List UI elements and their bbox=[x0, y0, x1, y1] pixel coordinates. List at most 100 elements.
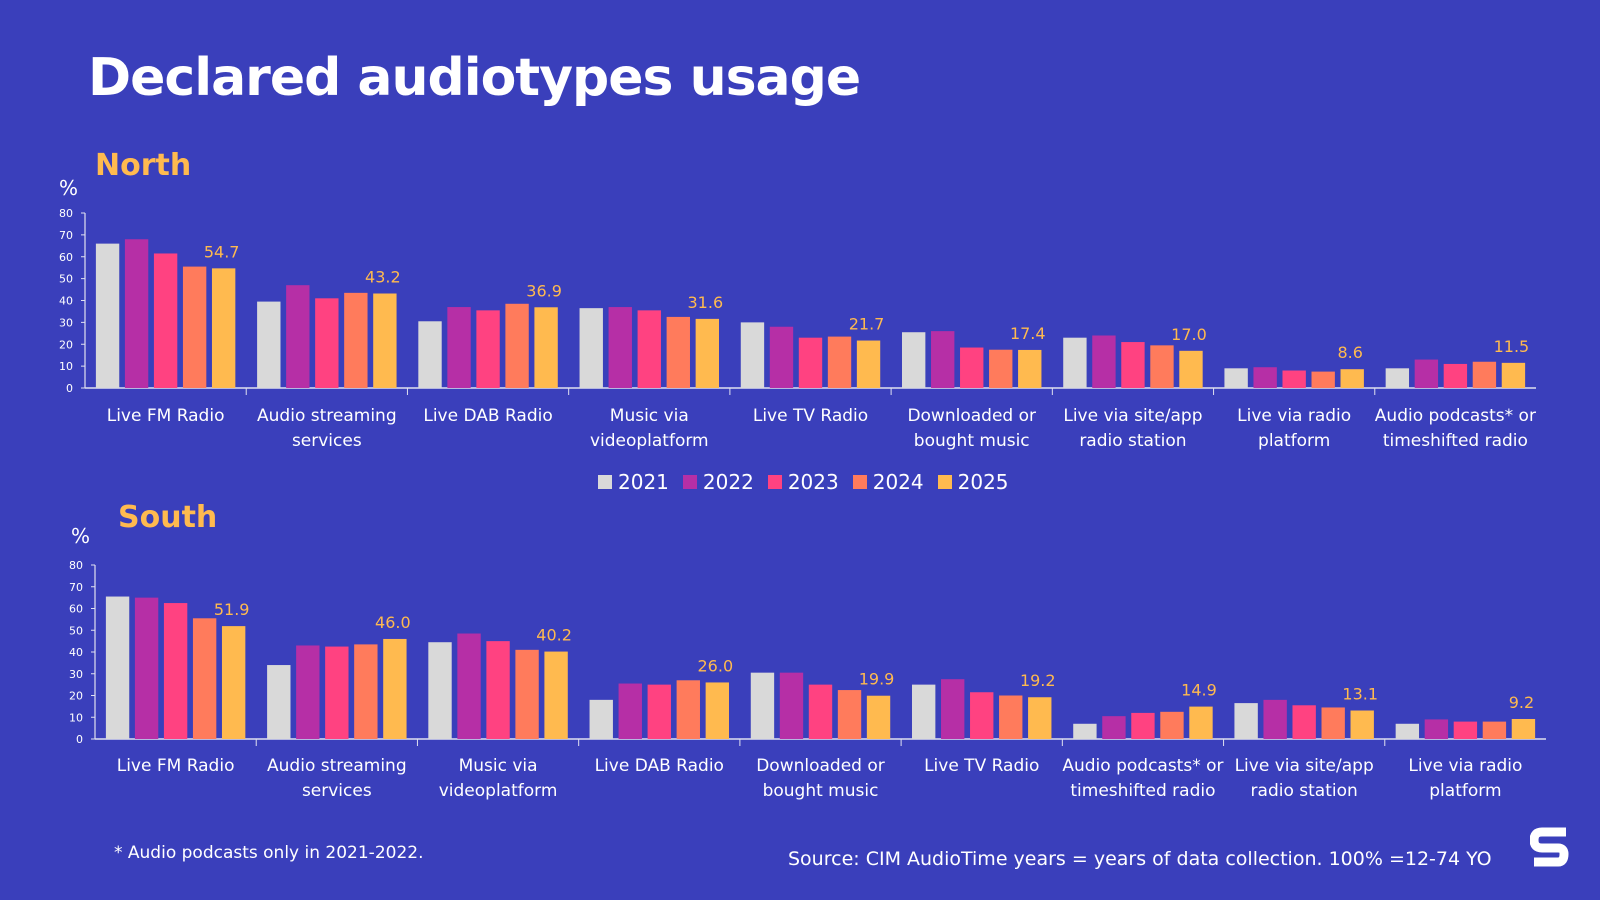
north-y-tick-label: 10 bbox=[59, 360, 73, 373]
legend: 2021 2022 2023 2024 2025 bbox=[598, 470, 1009, 494]
south-y-tick-label: 20 bbox=[69, 690, 83, 703]
north-bar-2023 bbox=[637, 310, 661, 388]
north-category-label: platform bbox=[1258, 431, 1330, 451]
south-bar-2022 bbox=[1424, 719, 1449, 739]
north-bar-2024 bbox=[989, 349, 1013, 388]
legend-label: 2024 bbox=[872, 470, 924, 494]
south-category-label: bought music bbox=[763, 781, 879, 801]
south-category-label: Downloaded or bbox=[756, 756, 885, 776]
north-bar-2021 bbox=[1224, 368, 1248, 388]
north-bar-2025 bbox=[1018, 349, 1042, 388]
page-title: Declared audiotypes usage bbox=[88, 48, 861, 108]
south-category-label: services bbox=[302, 781, 372, 801]
south-bar-2022 bbox=[618, 683, 642, 739]
north-bar-2021 bbox=[740, 322, 765, 388]
north-bar-2025 bbox=[856, 340, 881, 388]
north-bar-2023 bbox=[960, 347, 984, 388]
south-bar-2025 bbox=[1189, 706, 1213, 739]
south-bar-2024 bbox=[1482, 721, 1507, 739]
south-category-label: Audio podcasts* or bbox=[1062, 756, 1223, 776]
south-bar-2021 bbox=[1234, 703, 1258, 739]
south-y-tick-label: 40 bbox=[69, 646, 83, 659]
south-bar-2025 bbox=[866, 695, 891, 739]
south-bar-2024 bbox=[999, 695, 1023, 739]
north-bar-2025 bbox=[211, 268, 236, 388]
south-bar-2023 bbox=[1292, 705, 1316, 739]
legend-label: 2022 bbox=[702, 470, 754, 494]
north-y-tick-label: 60 bbox=[59, 251, 73, 264]
south-category-label: timeshifted radio bbox=[1070, 781, 1215, 801]
north-bar-2022 bbox=[447, 307, 471, 388]
south-y-unit: % bbox=[71, 524, 91, 548]
north-category-label: Audio podcasts* or bbox=[1375, 406, 1536, 426]
south-bar-2024 bbox=[515, 649, 539, 739]
north-bar-2022 bbox=[931, 331, 955, 388]
south-bar-2023 bbox=[163, 603, 188, 739]
legend-item-2025: 2025 bbox=[937, 470, 1009, 494]
south-category-label: Live via site/app bbox=[1235, 756, 1374, 776]
north-bar-2022 bbox=[124, 239, 149, 388]
south-bar-2023 bbox=[325, 646, 349, 739]
south-bar-2021 bbox=[105, 596, 130, 739]
south-data-label: 9.2 bbox=[1509, 693, 1534, 712]
north-bar-2023 bbox=[1121, 342, 1145, 388]
south-category-label: radio station bbox=[1251, 781, 1358, 801]
north-category-label: Music via bbox=[610, 406, 689, 426]
legend-item-2023: 2023 bbox=[767, 470, 839, 494]
south-data-label: 19.2 bbox=[1020, 671, 1056, 690]
south-category-label: Audio streaming bbox=[267, 756, 407, 776]
south-bar-2023 bbox=[808, 684, 833, 739]
north-bar-2021 bbox=[1385, 368, 1410, 388]
north-bar-2021 bbox=[95, 243, 120, 388]
north-data-label: 11.5 bbox=[1494, 337, 1530, 356]
south-category-label: Music via bbox=[459, 756, 538, 776]
south-bar-2025 bbox=[1028, 697, 1052, 739]
south-data-label: 46.0 bbox=[375, 613, 411, 632]
north-bar-2023 bbox=[153, 253, 178, 388]
south-data-label: 19.9 bbox=[859, 670, 895, 689]
north-y-tick-label: 0 bbox=[66, 382, 73, 395]
south-category-label: videoplatform bbox=[439, 781, 558, 801]
north-bar-2023 bbox=[476, 310, 500, 388]
north-bar-2024 bbox=[1472, 361, 1497, 388]
south-y-tick-label: 0 bbox=[76, 733, 83, 746]
north-bar-2022 bbox=[1092, 335, 1116, 388]
legend-swatch bbox=[852, 475, 867, 489]
south-bar-2022 bbox=[1102, 716, 1126, 739]
north-bar-2024 bbox=[827, 336, 852, 388]
north-bar-2023 bbox=[1443, 363, 1468, 388]
south-y-tick-label: 50 bbox=[69, 624, 83, 637]
south-data-label: 26.0 bbox=[698, 656, 734, 675]
south-category-label: Live TV Radio bbox=[924, 756, 1039, 776]
south-bar-2025 bbox=[1511, 718, 1536, 739]
south-category-label: Live via radio bbox=[1408, 756, 1522, 776]
north-category-label: Audio streaming bbox=[257, 406, 397, 426]
north-category-label: Live FM Radio bbox=[107, 406, 225, 426]
south-bar-2022 bbox=[941, 679, 965, 739]
south-data-label: 51.9 bbox=[214, 600, 250, 619]
south-y-tick-label: 80 bbox=[69, 559, 83, 572]
south-bar-2024 bbox=[192, 618, 217, 739]
south-y-tick-label: 10 bbox=[69, 711, 83, 724]
south-bar-2024 bbox=[1321, 707, 1345, 739]
south-bar-2022 bbox=[457, 633, 481, 739]
legend-swatch bbox=[937, 475, 952, 489]
north-category-label: Live via radio bbox=[1237, 406, 1351, 426]
south-bar-2025 bbox=[1350, 710, 1374, 739]
south-bar-2021 bbox=[267, 665, 291, 739]
south-bar-2022 bbox=[134, 597, 159, 739]
south-bar-2021 bbox=[1073, 723, 1097, 739]
south-bar-2021 bbox=[750, 672, 775, 739]
south-y-tick-label: 70 bbox=[69, 581, 83, 594]
south-bar-2025 bbox=[544, 651, 568, 739]
north-category-label: Downloaded or bbox=[907, 406, 1036, 426]
south-data-label: 40.2 bbox=[536, 626, 572, 645]
north-data-label: 21.7 bbox=[849, 315, 885, 334]
north-y-tick-label: 40 bbox=[59, 295, 73, 308]
north-bar-2021 bbox=[418, 321, 442, 388]
north-bar-2025 bbox=[695, 318, 720, 388]
north-bar-2024 bbox=[344, 292, 368, 388]
north-category-label: services bbox=[292, 431, 362, 451]
north-bar-2022 bbox=[769, 326, 794, 388]
north-bar-2021 bbox=[579, 308, 603, 388]
